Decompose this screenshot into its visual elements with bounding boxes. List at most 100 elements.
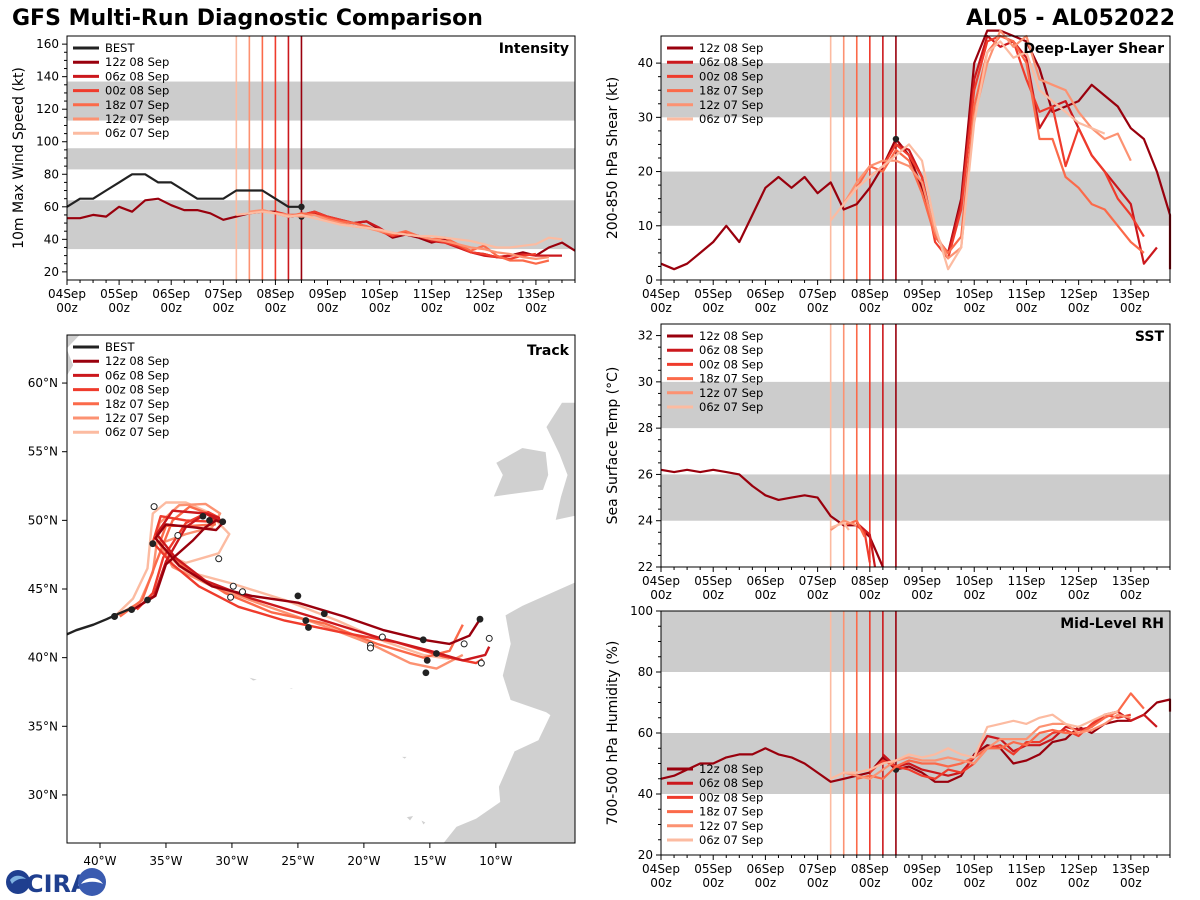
track-open-dot-18z-07-sep-0 (460, 640, 468, 648)
track-dot-06z-08-sep-2 (433, 650, 440, 657)
shear-legend-label-12z-07-sep: 12z 07 Sep (699, 98, 763, 112)
intensity-xtick-hour-4: 00z (265, 301, 287, 315)
intensity-xtick-date-4: 08Sep (256, 287, 294, 301)
track-open-dot-12z-07-sep-0 (174, 531, 182, 539)
track-dot-06z-07-sep-0 (111, 613, 118, 620)
rh-legend-label-00z-08-sep: 00z 08 Sep (699, 790, 763, 804)
sst-ytick-label-26: 26 (638, 467, 653, 481)
rh-xtick-hour-4: 00z (859, 876, 881, 890)
shear-band-0 (661, 171, 1170, 226)
shear-xtick-date-5: 09Sep (903, 287, 941, 301)
track-dot-12z-07-sep-1 (422, 669, 430, 677)
intensity-marker-best-0 (298, 203, 305, 210)
rh-legend-label-12z-08-sep: 12z 08 Sep (699, 762, 763, 776)
rh-xtick-date-5: 09Sep (903, 862, 941, 876)
rh-legend-label-18z-07-sep: 18z 07 Sep (699, 805, 763, 819)
panel-rh: 2040608010004Sep00z05Sep00z06Sep00z07Sep… (605, 604, 1172, 890)
rh-ytick-label-100: 100 (630, 604, 653, 618)
sst-ytick-label-24: 24 (638, 514, 653, 528)
intensity-ytick-label-20: 20 (44, 265, 59, 279)
sst-band-1 (661, 381, 1170, 429)
shear-series-06z-07-sep (829, 40, 1106, 271)
track-legend-label-12z-08-sep: 12z 08 Sep (105, 354, 169, 368)
land-canary-2 (405, 814, 415, 822)
sst-xtick-hour-9: 00z (1120, 588, 1142, 602)
track-dot-00z-08-sep-1 (305, 624, 312, 631)
sst-legend-label-18z-07-sep: 18z 07 Sep (699, 372, 763, 386)
shear-legend-label-00z-08-sep: 00z 08 Sep (699, 69, 763, 83)
track-open-dot-06z-08-sep-0 (485, 634, 493, 642)
sst-xtick-date-2: 06Sep (746, 574, 784, 588)
sst-xtick-hour-4: 00z (859, 588, 881, 602)
panel-intensity: 2040608010012014016004Sep00z05Sep00z06Se… (11, 35, 576, 315)
sst-series-06z-08-sep (856, 522, 877, 568)
track-ytick-label-5: 55°N (28, 445, 58, 459)
rh-legend-label-06z-08-sep: 06z 08 Sep (699, 776, 763, 790)
intensity-ytick-label-160: 160 (36, 37, 59, 51)
rh-title: Mid-Level RH (1060, 616, 1164, 632)
sst-xtick-date-3: 07Sep (799, 574, 837, 588)
shear-legend-label-06z-07-sep: 06z 07 Sep (699, 112, 763, 126)
sst-ytick-label-22: 22 (638, 560, 653, 574)
track-dot-00z-08-sep-2 (423, 656, 431, 664)
rh-series-12z-07-sep (843, 713, 1132, 780)
sst-band-0 (661, 474, 1170, 521)
cira-logo: CIRA (6, 868, 106, 898)
intensity-band-0 (67, 200, 575, 250)
intensity-series-00z-08-sep (275, 210, 537, 260)
land-canary-1 (419, 818, 427, 826)
sst-frame (660, 323, 1171, 568)
intensity-xtick-hour-0: 00z (56, 301, 78, 315)
intensity-xtick-date-3: 07Sep (204, 287, 242, 301)
track-title: Track (527, 343, 570, 359)
track-dot-06z-08-sep-0 (199, 512, 207, 520)
intensity-band-1 (67, 148, 575, 170)
intensity-xtick-date-5: 09Sep (309, 287, 347, 301)
track-line-12z-08-sep (132, 519, 482, 646)
track-map-area (67, 335, 575, 843)
rh-legend-label-12z-07-sep: 12z 07 Sep (699, 819, 763, 833)
cira-logo-badge-icon (78, 868, 106, 896)
land-greenland-edge (67, 335, 81, 377)
rh-band-1 (661, 611, 1170, 672)
rh-ylabel: 700-500 hPa Humidity (%) (605, 641, 621, 826)
cira-logo-cloud-icon (81, 878, 103, 884)
intensity-ytick-label-40: 40 (44, 232, 59, 246)
storm-id: AL05 - AL052022 (966, 6, 1175, 31)
sst-legend-label-00z-08-sep: 00z 08 Sep (699, 357, 763, 371)
rh-ytick-label-60: 60 (638, 726, 653, 740)
rh-series-12z-08-sep (660, 698, 1172, 783)
intensity-xtick-date-0: 04Sep (48, 287, 86, 301)
intensity-xtick-date-8: 12Sep (465, 287, 503, 301)
shear-xtick-hour-6: 00z (963, 301, 985, 315)
track-xtick-label-5: 15°W (413, 854, 446, 868)
intensity-series-06z-07-sep (236, 210, 563, 249)
track-dot-06z-08-sep-1 (320, 610, 328, 618)
sst-xtick-date-7: 11Sep (1007, 574, 1045, 588)
track-line-06z-07-sep (113, 501, 450, 661)
intensity-ylabel: 10m Max Wind Speed (kt) (11, 67, 27, 249)
sst-xtick-date-4: 08Sep (851, 574, 889, 588)
intensity-legend-label-12z-07-sep: 12z 07 Sep (105, 112, 169, 126)
sst-xtick-hour-0: 00z (650, 588, 672, 602)
rh-xtick-date-2: 06Sep (746, 862, 784, 876)
shear-ytick-label-30: 30 (638, 110, 653, 124)
rh-xtick-date-9: 13Sep (1112, 862, 1150, 876)
land-azores-1 (247, 676, 260, 682)
track-line-12z-07-sep (113, 502, 464, 670)
shear-xtick-date-2: 06Sep (746, 287, 784, 301)
rh-xtick-date-7: 11Sep (1007, 862, 1045, 876)
shear-xtick-hour-3: 00z (807, 301, 829, 315)
sst-xtick-date-1: 05Sep (694, 574, 732, 588)
land-iberia-africa (442, 581, 575, 843)
intensity-xtick-date-2: 06Sep (152, 287, 190, 301)
sst-legend-label-06z-08-sep: 06z 08 Sep (699, 343, 763, 357)
sst-legend-label-12z-07-sep: 12z 07 Sep (699, 386, 763, 400)
rh-xtick-date-8: 12Sep (1060, 862, 1098, 876)
intensity-xtick-hour-8: 00z (473, 301, 495, 315)
land-azores-2 (287, 687, 296, 690)
shear-title: Deep-Layer Shear (1023, 41, 1164, 57)
page-title: GFS Multi-Run Diagnostic Comparison (12, 6, 483, 31)
sst-legend-label-12z-08-sep: 12z 08 Sep (699, 329, 763, 343)
